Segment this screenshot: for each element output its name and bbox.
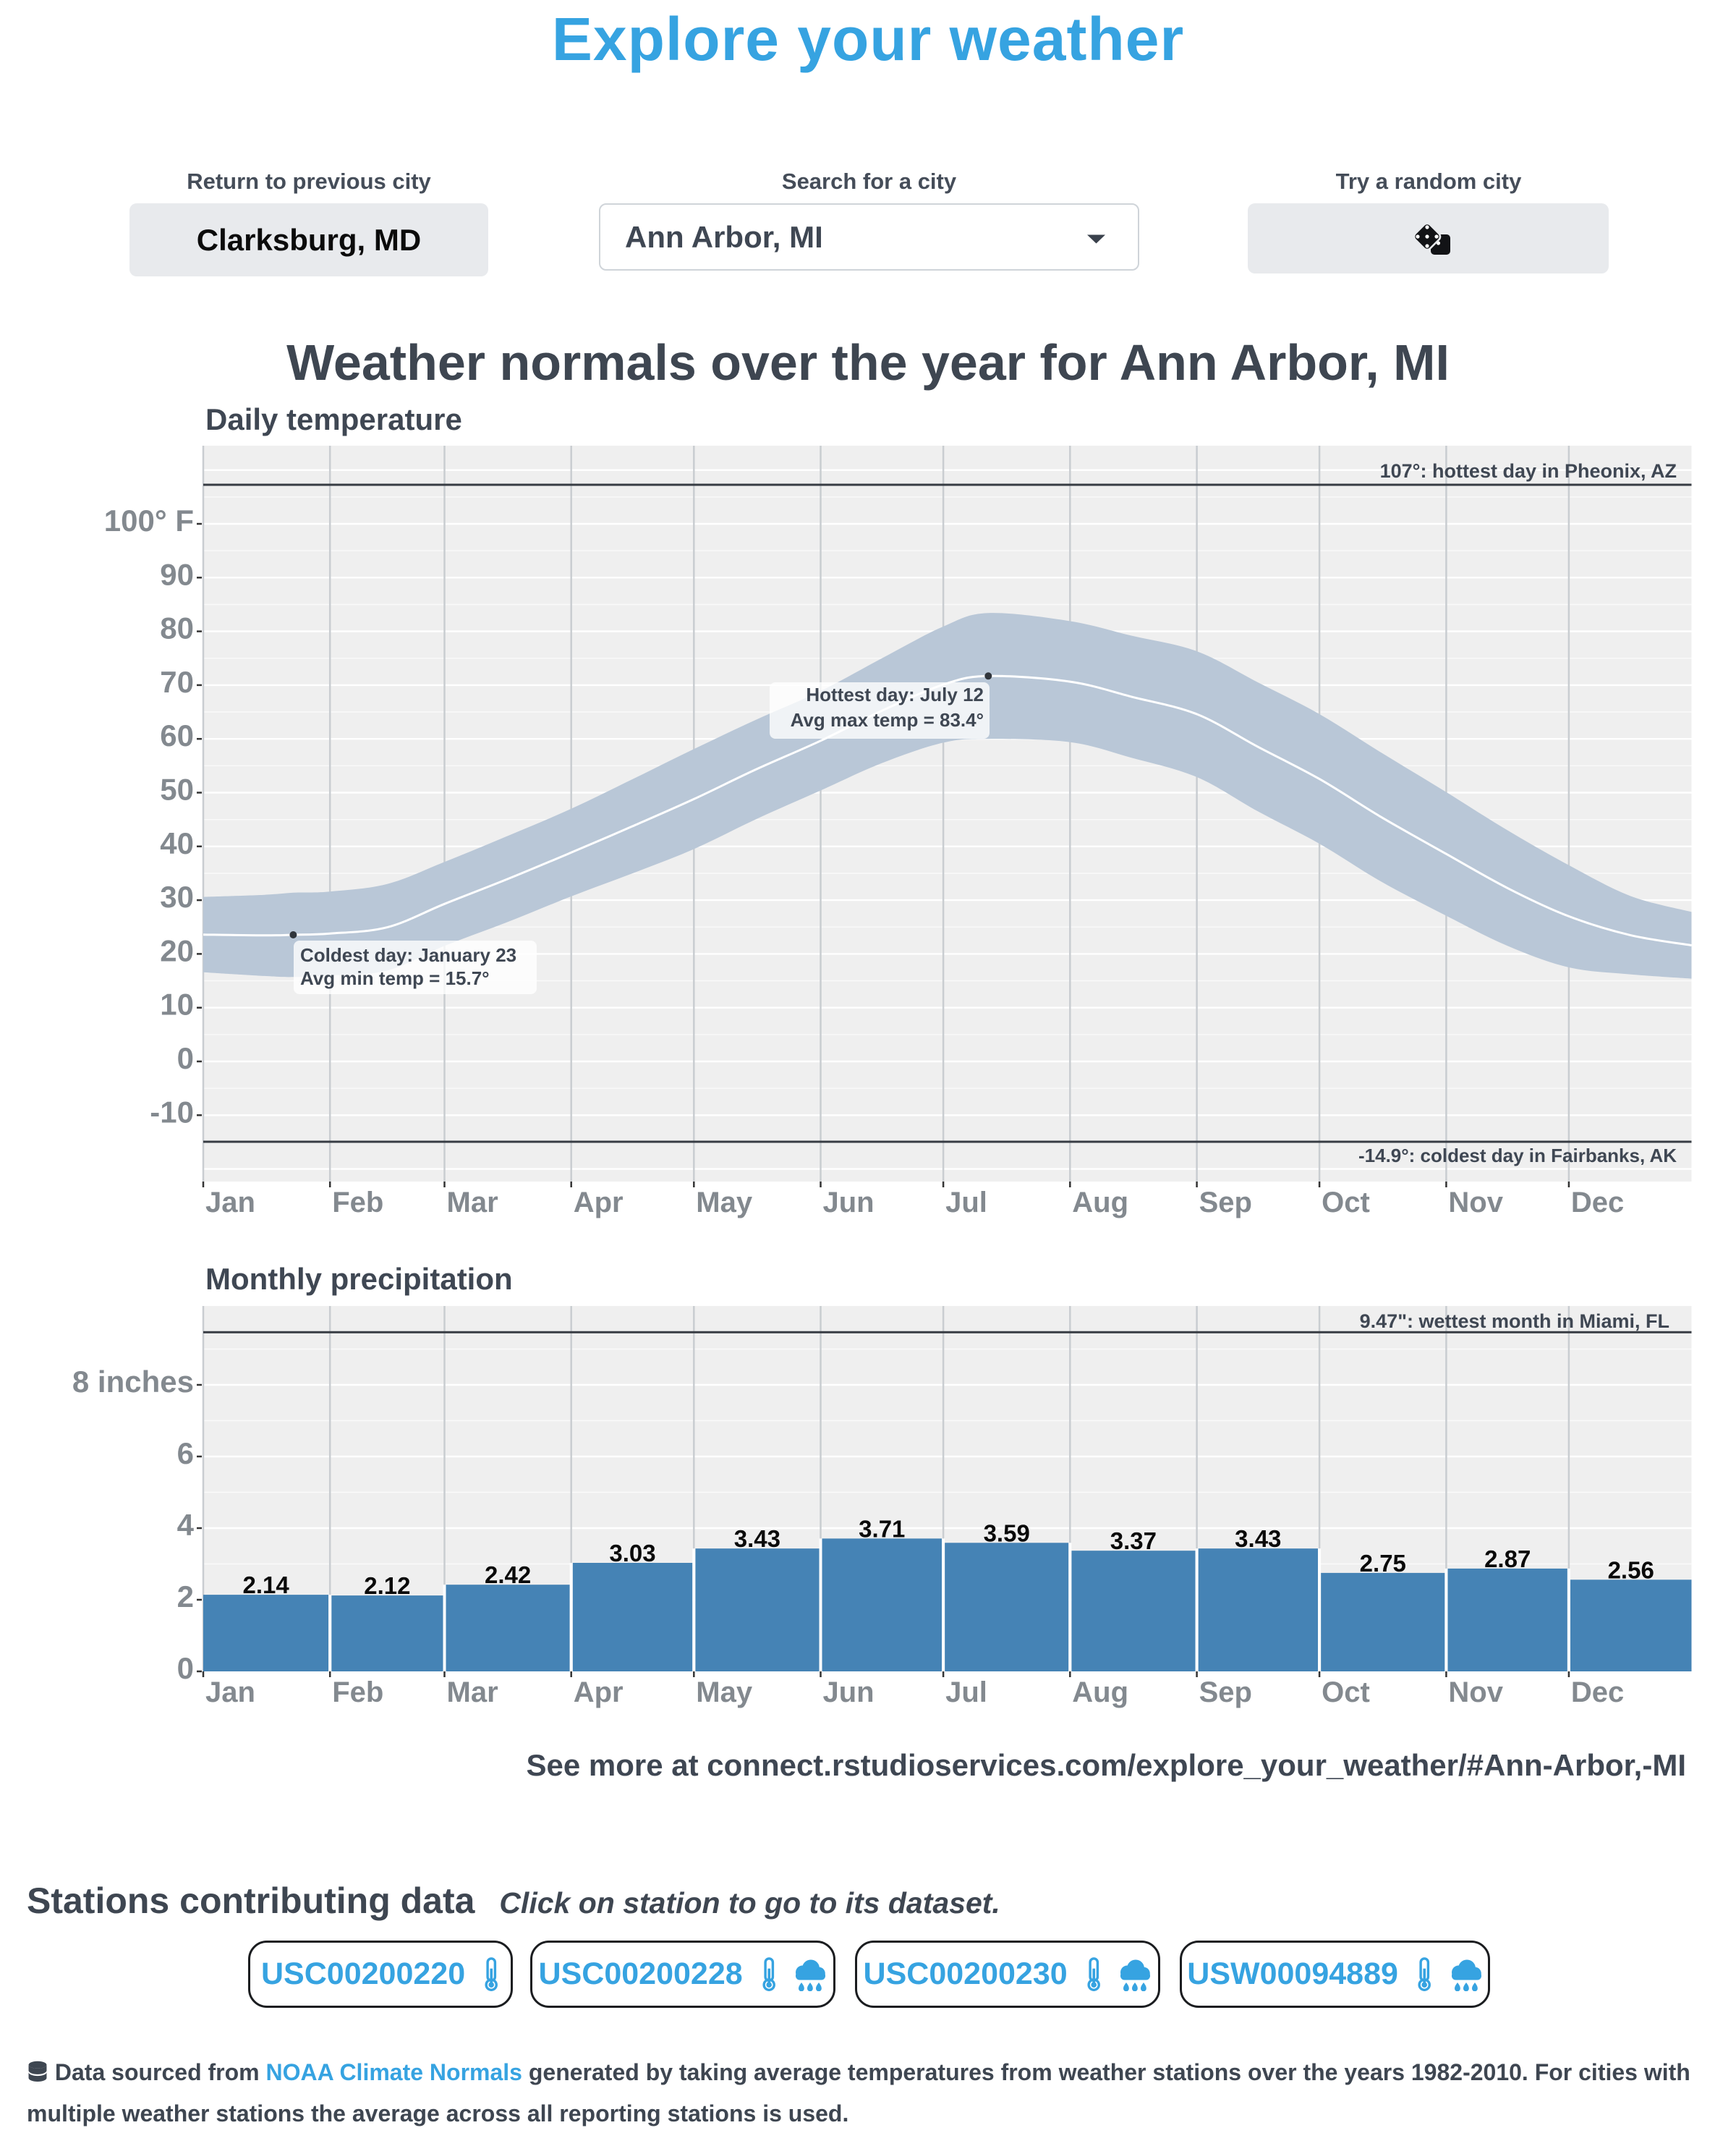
svg-text:Dec: Dec [1571, 1676, 1624, 1708]
svg-text:Aug: Aug [1072, 1676, 1128, 1708]
svg-text:90: 90 [160, 557, 194, 591]
svg-text:Feb: Feb [332, 1676, 383, 1708]
svg-text:May: May [696, 1676, 753, 1708]
svg-text:Sep: Sep [1199, 1187, 1252, 1218]
svg-text:Feb: Feb [332, 1187, 383, 1218]
svg-text:10: 10 [160, 988, 194, 1022]
svg-text:3.43: 3.43 [734, 1525, 780, 1552]
svg-text:2.87: 2.87 [1484, 1545, 1531, 1572]
svg-text:4: 4 [177, 1508, 195, 1542]
svg-text:0: 0 [177, 1041, 194, 1075]
svg-text:Apr: Apr [574, 1187, 624, 1218]
svg-text:6: 6 [177, 1436, 194, 1470]
svg-text:2.12: 2.12 [364, 1572, 410, 1599]
svg-text:30: 30 [160, 880, 194, 914]
svg-text:3.59: 3.59 [984, 1519, 1030, 1546]
svg-text:Daily temperature: Daily temperature [205, 402, 462, 436]
svg-text:Mar: Mar [447, 1187, 498, 1218]
svg-text:Oct: Oct [1322, 1676, 1370, 1708]
svg-text:3.03: 3.03 [609, 1540, 655, 1566]
svg-text:Sep: Sep [1199, 1676, 1252, 1708]
svg-text:3.43: 3.43 [1235, 1525, 1281, 1552]
svg-text:Nov: Nov [1448, 1676, 1503, 1708]
svg-text:Mar: Mar [447, 1676, 498, 1708]
svg-text:2.56: 2.56 [1608, 1556, 1654, 1583]
svg-text:8 inches: 8 inches [72, 1365, 194, 1399]
svg-text:2.75: 2.75 [1360, 1550, 1406, 1577]
svg-text:2: 2 [177, 1579, 194, 1613]
svg-text:Coldest day: January 23: Coldest day: January 23 [300, 944, 516, 966]
svg-text:-14.9°: coldest day in Fairban: -14.9°: coldest day in Fairbanks, AK [1358, 1145, 1677, 1166]
svg-text:Oct: Oct [1322, 1187, 1370, 1218]
svg-text:Jul: Jul [945, 1187, 987, 1218]
svg-text:9.47": wettest month in Miami,: 9.47": wettest month in Miami, FL [1360, 1310, 1669, 1332]
svg-text:60: 60 [160, 718, 194, 752]
svg-text:-10: -10 [150, 1095, 194, 1129]
svg-text:Jun: Jun [823, 1676, 875, 1708]
svg-text:2.14: 2.14 [242, 1572, 289, 1598]
svg-text:Apr: Apr [574, 1676, 624, 1708]
svg-text:100° F: 100° F [104, 504, 194, 538]
svg-text:2.42: 2.42 [485, 1561, 531, 1588]
svg-text:Avg min temp = 15.7°: Avg min temp = 15.7° [300, 967, 490, 989]
svg-text:3.37: 3.37 [1110, 1527, 1157, 1554]
svg-text:3.71: 3.71 [859, 1515, 905, 1542]
svg-text:Dec: Dec [1571, 1187, 1624, 1218]
svg-text:See more at connect.rstudioser: See more at connect.rstudioservices.com/… [526, 1748, 1686, 1782]
svg-text:Hottest day: July 12: Hottest day: July 12 [806, 684, 984, 705]
svg-text:0: 0 [177, 1651, 194, 1685]
svg-text:40: 40 [160, 826, 194, 860]
svg-text:Jan: Jan [205, 1676, 255, 1708]
svg-text:Nov: Nov [1448, 1187, 1503, 1218]
svg-text:20: 20 [160, 933, 194, 967]
svg-text:Monthly precipitation: Monthly precipitation [205, 1262, 513, 1296]
svg-text:107°: hottest day in Pheonix,: 107°: hottest day in Pheonix, AZ [1380, 460, 1677, 482]
svg-text:Jan: Jan [205, 1187, 255, 1218]
svg-text:Avg max temp = 83.4°: Avg max temp = 83.4° [791, 709, 984, 731]
svg-text:Jun: Jun [823, 1187, 875, 1218]
svg-text:May: May [696, 1187, 753, 1218]
svg-text:70: 70 [160, 665, 194, 699]
svg-text:Jul: Jul [945, 1676, 987, 1708]
svg-text:Aug: Aug [1072, 1187, 1128, 1218]
svg-text:50: 50 [160, 773, 194, 807]
svg-text:80: 80 [160, 611, 194, 645]
